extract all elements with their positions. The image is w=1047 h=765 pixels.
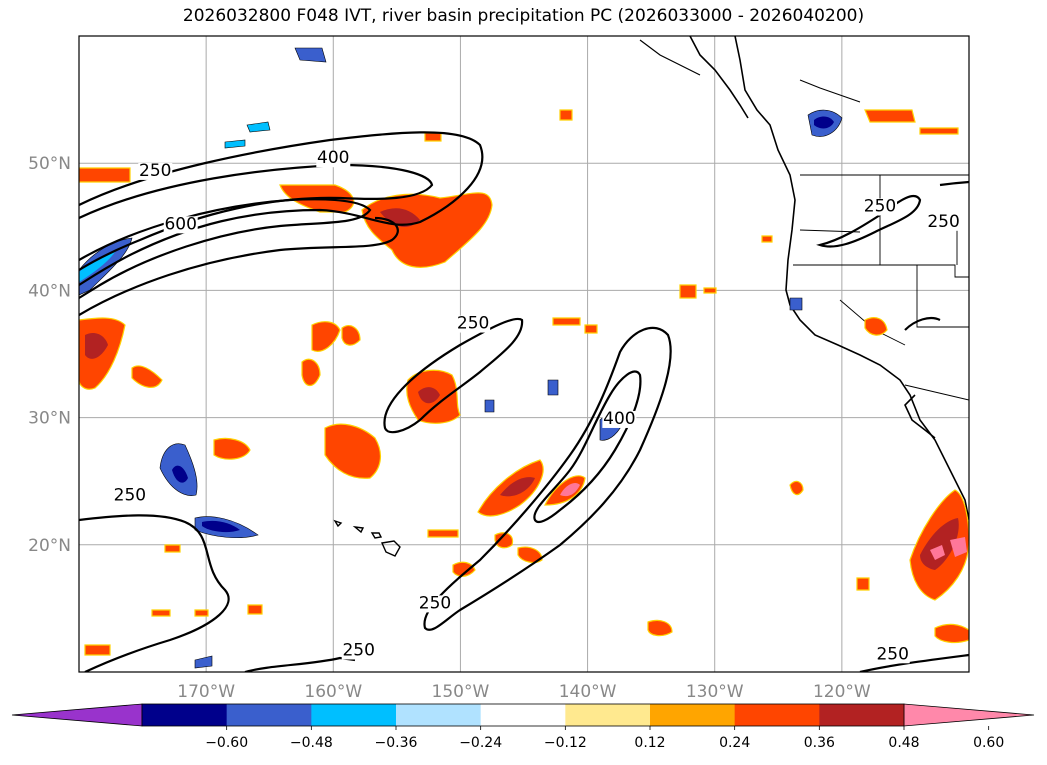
contour-label-bg	[138, 162, 173, 180]
contour-label-bg	[926, 213, 961, 231]
contour-label: 600	[164, 214, 196, 234]
ivt-contours	[79, 131, 969, 672]
lon-tick-label: 160°W	[304, 682, 362, 702]
lon-tick-label: 140°W	[559, 682, 617, 702]
colorbar: −0.60 −0.48 −0.36 −0.24 −0.12 0.12 0.24 0.36 0.4…	[11, 703, 1035, 751]
coastline	[639, 36, 969, 521]
longitude-labels: 170°W 160°W 150°W 140°W 130°W 120°W	[177, 682, 871, 702]
lat-tick-label: 30°N	[28, 409, 71, 429]
colorbar-tick-label: 0.24	[719, 735, 750, 751]
plot-frame	[78, 35, 970, 673]
colorbar-segment	[480, 704, 566, 726]
lon-tick-label: 150°W	[432, 682, 490, 702]
contour-label-bg	[341, 642, 376, 660]
contour-label: 250	[419, 593, 451, 613]
contour-label-bg	[602, 410, 637, 428]
contour-label-bg	[418, 595, 452, 613]
contour-label: 250	[927, 212, 959, 232]
map-title: 2026032800 F048 IVT, river basin precipi…	[182, 6, 865, 26]
contour-label-bg	[163, 216, 198, 234]
contour-label-bg	[112, 487, 147, 505]
precip-pc-negative	[79, 47, 843, 669]
contour-label: 400	[603, 409, 635, 429]
lat-tick-label: 50°N	[28, 154, 71, 174]
contour-label-bg	[863, 198, 897, 216]
lon-tick-label: 170°W	[177, 682, 235, 702]
precip-pc-fill	[79, 109, 969, 656]
colorbar-extend-high	[903, 703, 1035, 727]
colorbar-segment	[226, 704, 312, 726]
contour-label: 250	[114, 485, 146, 505]
colorbar-tick-label: −0.60	[205, 735, 248, 751]
colorbar-extend-low	[11, 703, 143, 727]
contour-label-bg	[316, 150, 351, 168]
colorbar-tick-label: 0.60	[973, 735, 1004, 751]
colorbar-tick-label: 0.12	[634, 735, 665, 751]
colorbar-segment	[311, 704, 397, 726]
colorbar-tick-label: −0.36	[375, 735, 418, 751]
colorbar-segment	[396, 704, 482, 726]
lat-tick-label: 40°N	[28, 281, 71, 301]
colorbar-tick-label: 0.48	[888, 735, 919, 751]
colorbar-tick-label: −0.48	[290, 735, 333, 751]
colorbar-segment	[565, 704, 651, 726]
contour-label-bg	[456, 315, 491, 333]
contour-label: 250	[457, 314, 489, 334]
colorbar-tick-label: 0.36	[804, 735, 835, 751]
colorbar-segment	[819, 704, 905, 726]
contour-label-bg	[875, 646, 910, 664]
latitude-labels: 20°N 30°N 40°N 50°N	[28, 154, 71, 556]
lon-tick-label: 130°W	[686, 682, 744, 702]
contour-labels: 250 400 600 250 250 400 250 250 250 250 250	[112, 148, 961, 664]
plot-area	[79, 36, 969, 672]
contour-label: 250	[139, 161, 171, 181]
colorbar-tick-label: −0.24	[459, 735, 502, 751]
lat-tick-label: 20°N	[28, 536, 71, 556]
contour-label: 250	[342, 640, 374, 660]
contour-label: 250	[876, 644, 908, 664]
hawaii-islands	[333, 519, 401, 557]
colorbar-tick-label: −0.12	[544, 735, 587, 751]
colorbar-outline	[141, 703, 905, 727]
contour-label: 250	[864, 197, 896, 217]
contour-label: 400	[317, 148, 349, 168]
lon-tick-label: 120°W	[813, 682, 871, 702]
colorbar-segment	[650, 704, 736, 726]
colorbar-segment	[142, 704, 228, 726]
colorbar-segment	[734, 704, 820, 726]
